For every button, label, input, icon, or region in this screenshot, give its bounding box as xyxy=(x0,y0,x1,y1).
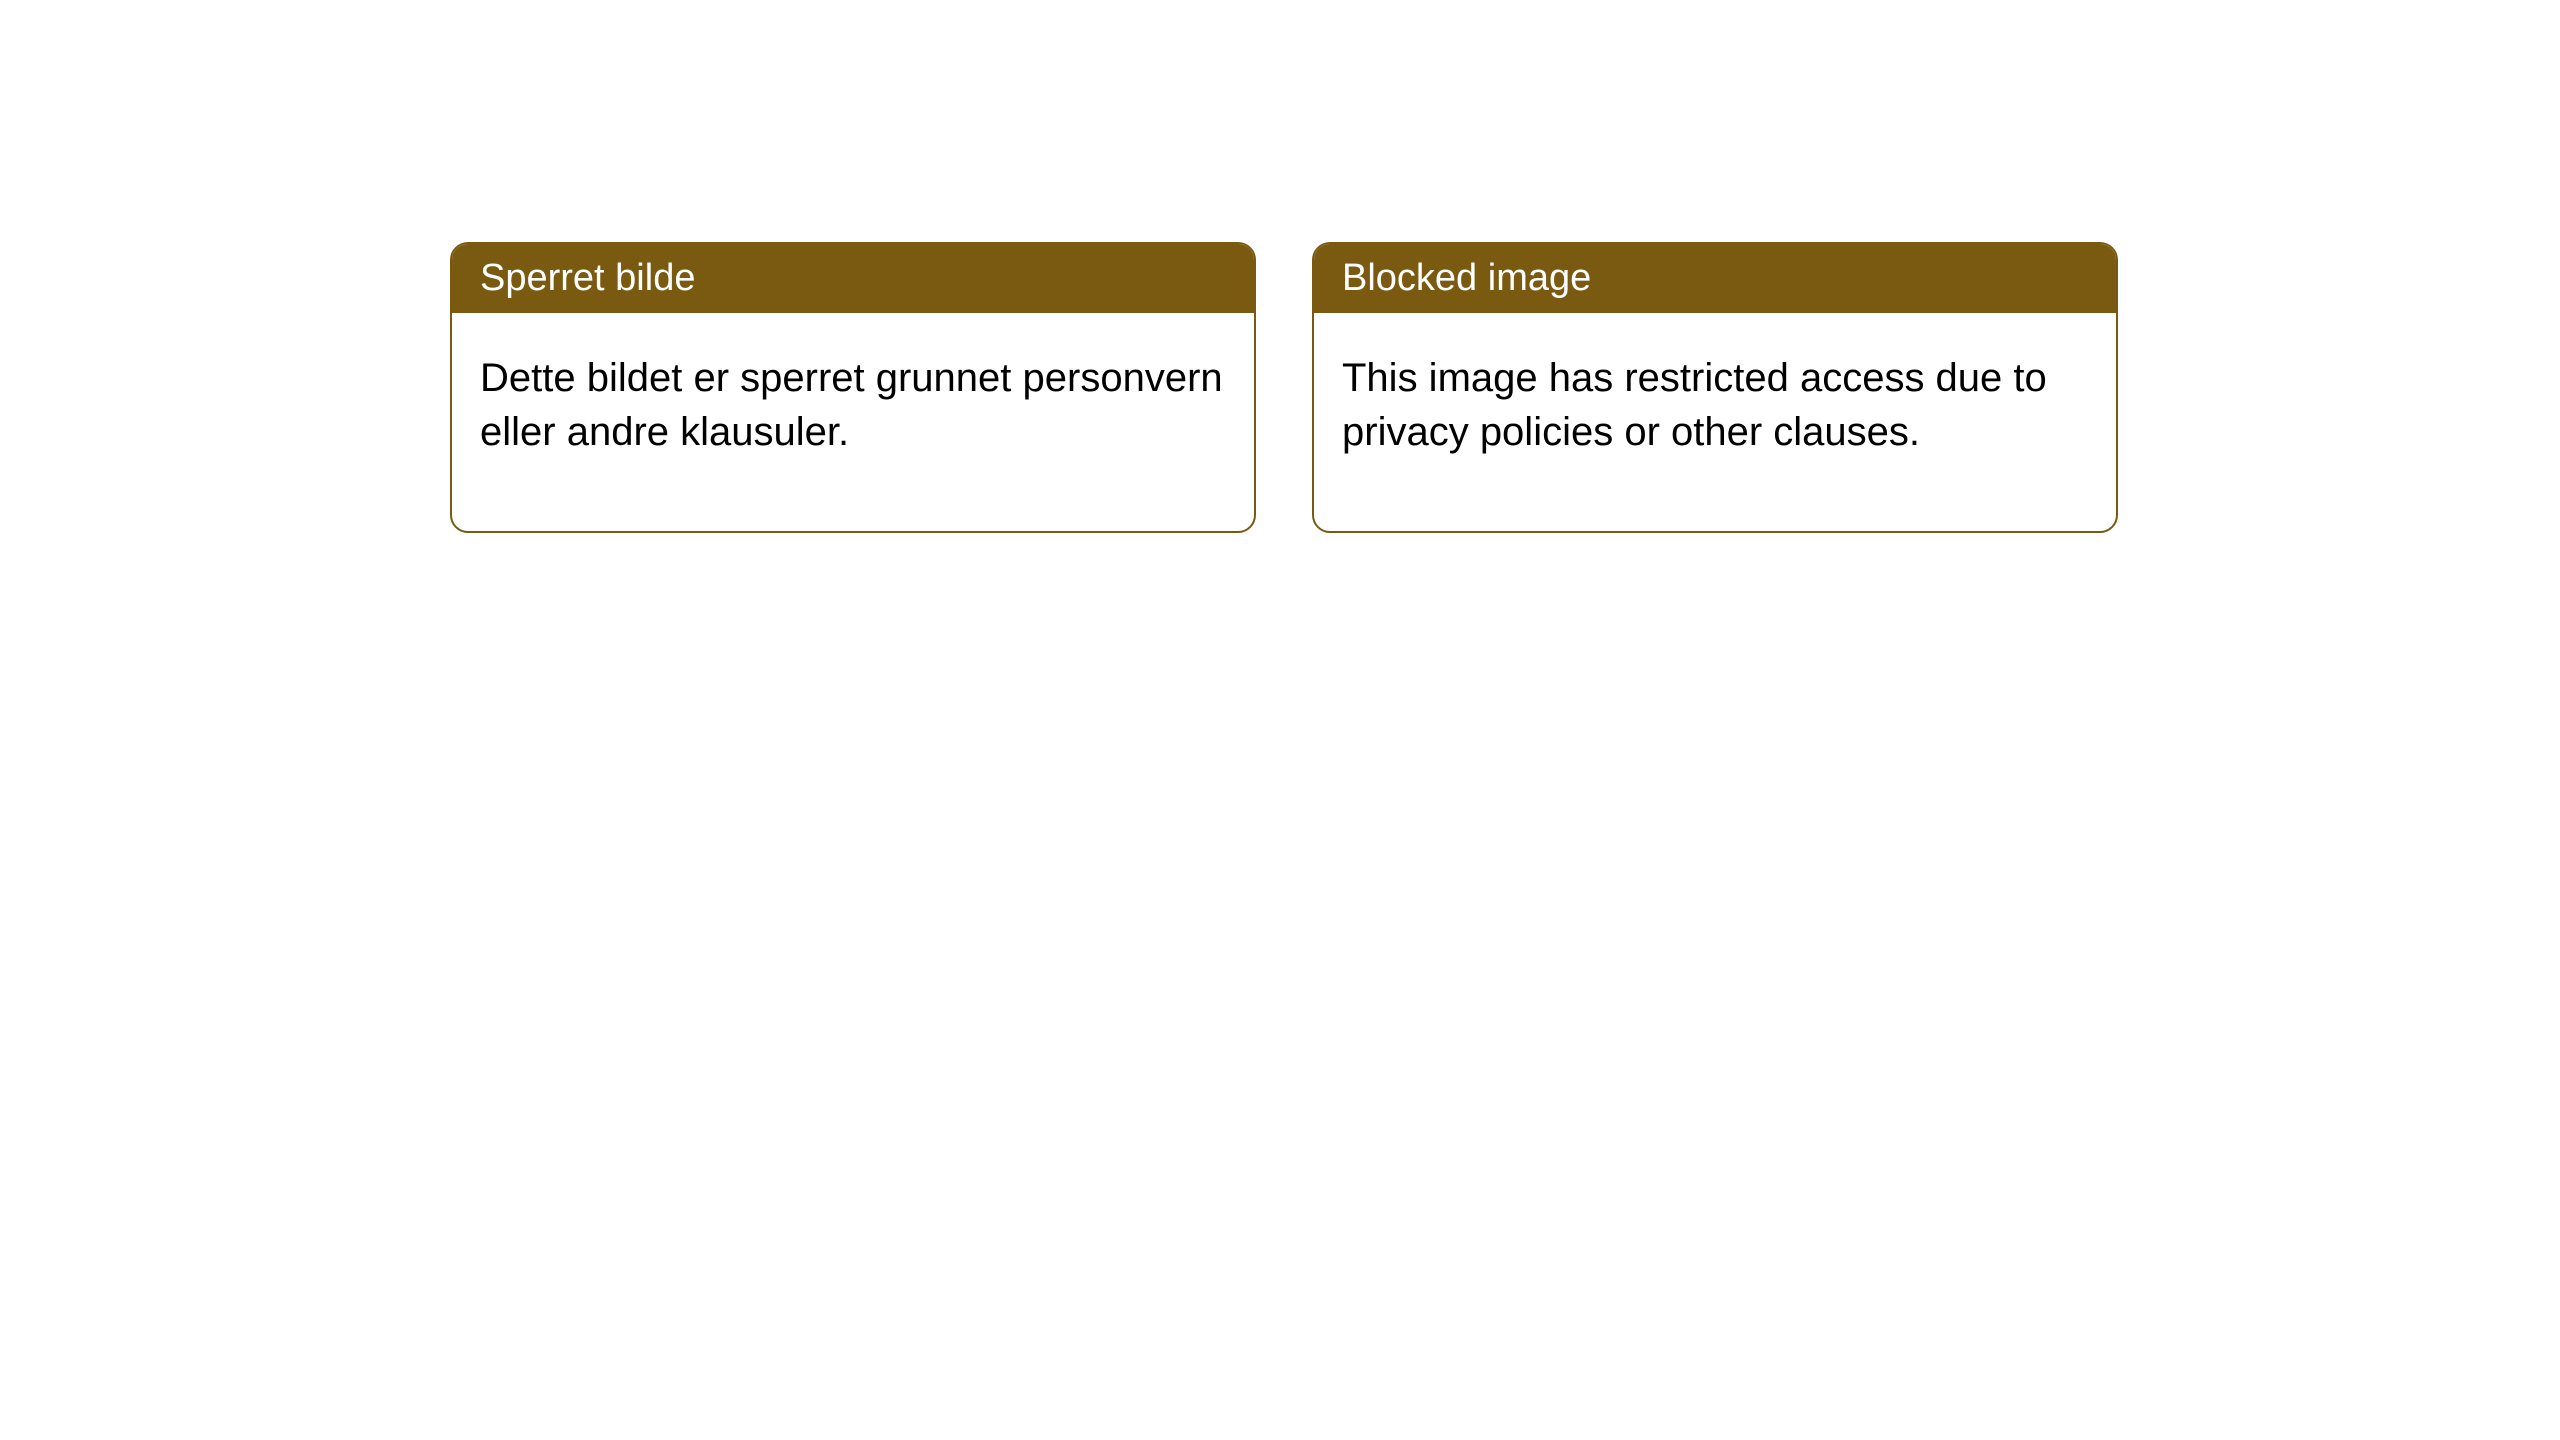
notice-body: This image has restricted access due to … xyxy=(1314,313,2116,531)
notice-header: Sperret bilde xyxy=(452,244,1254,313)
notice-body: Dette bildet er sperret grunnet personve… xyxy=(452,313,1254,531)
notice-container: Sperret bilde Dette bildet er sperret gr… xyxy=(450,242,2118,533)
notice-card-english: Blocked image This image has restricted … xyxy=(1312,242,2118,533)
notice-header: Blocked image xyxy=(1314,244,2116,313)
notice-card-norwegian: Sperret bilde Dette bildet er sperret gr… xyxy=(450,242,1256,533)
